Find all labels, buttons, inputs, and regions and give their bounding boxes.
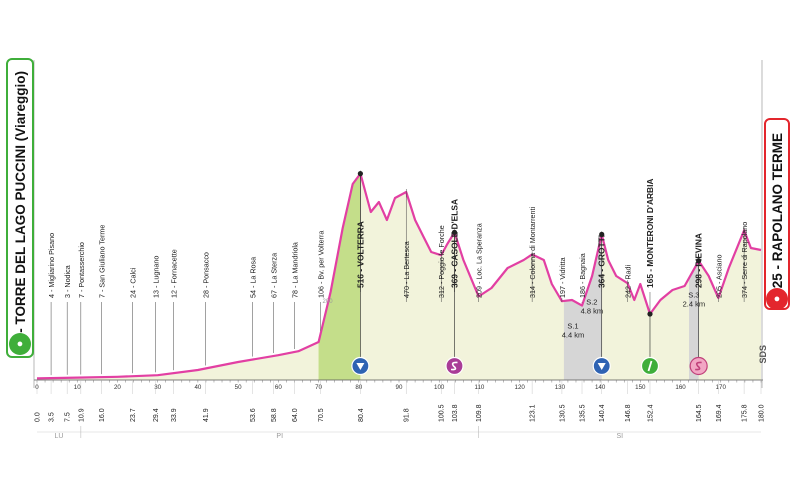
km-label: 180.0 [759,404,766,422]
profile-line [36,172,762,380]
km-label: 135.5 [580,404,587,422]
gravel-sector-label: S.3 [688,290,699,299]
waypoint-label: 4 - Migliarino Pisano [47,233,56,298]
km-label: 91.8 [404,408,411,422]
finish-bike-icon: ● [766,288,788,310]
x-tick-label: 120 [515,384,526,391]
climb-zone [318,173,361,380]
km-label: 109.8 [476,404,483,422]
waypoint-label: 470 - La Bertesca [402,241,411,298]
x-tick-label: 150 [635,384,646,391]
sprint-s-icon [450,361,458,371]
waypoint-label: 28 - Ponsacco [202,252,211,298]
x-tick-label: 40 [194,384,201,391]
gravel-sector-length: 4.8 km [581,307,604,316]
x-tick-label: 140 [595,384,606,391]
bike-glyph: ● [16,337,24,350]
km-label: 7.5 [65,412,72,422]
finish-town-label: 325 - RAPOLANO TERME [769,132,785,296]
x-tick-label: 70 [315,384,322,391]
km-label: 146.8 [625,404,632,422]
waypoint-label: 197 - Vidritta [558,257,567,298]
km-label: 41.9 [203,408,210,422]
x-tick-label: 90 [396,384,403,391]
waypoint-label: 13 - Lugnano [151,256,160,298]
km-label: 16.0 [99,408,106,422]
x-tick-label: 0 [35,384,39,391]
km-label: 3.5 [49,412,56,422]
waypoint-label: 205 - Asciano [714,254,723,298]
x-tick-label: 110 [475,384,485,391]
start-town-box: 4 - TORRE DEL LAGO PUCCINI (Viareggio) [6,58,34,358]
gpm-triangle-icon [597,363,606,370]
km-label: 164.5 [696,404,703,422]
gravel-sector-label: S.2 [586,298,597,307]
feed-icon [647,360,653,372]
sds-mark: SDS [758,345,768,364]
km-label: 10.9 [78,408,85,422]
x-tick-label: 170 [716,384,727,391]
x-tick-label: 20 [114,384,121,391]
waypoint-label: 242 - Radi [623,264,632,298]
x-tick-label: 80 [355,384,362,391]
x-tick-label: 50 [235,384,242,391]
km-label: 152.4 [647,404,654,422]
waypoint-label: 312 - Poggio le Forche [437,225,446,298]
gpm-triangle-icon [356,363,365,370]
km-label: 100.5 [439,404,446,422]
finish-town-box: 325 - RAPOLANO TERME [764,118,790,310]
waypoint-label: 7 - San Giuliano Terme [97,225,106,298]
y-tick-label: 200 [323,299,334,305]
x-tick-label: 130 [555,384,566,391]
km-label: 175.8 [742,404,749,422]
waypoint-label: 106 - Bv. per Volterra [317,231,326,298]
km-label: 140.4 [599,404,606,422]
km-label: 58.8 [271,408,278,422]
region-label: PI [276,433,283,440]
region-label: LU [54,433,63,440]
gravel-sector [689,260,699,380]
gravel-sector [563,300,583,380]
km-label: 0.0 [35,412,42,422]
km-label: 70.5 [318,408,325,422]
x-tick-label: 10 [74,384,81,391]
km-label: 23.7 [130,408,137,422]
km-label: 80.4 [358,408,365,422]
start-bike-icon: ● [9,333,31,355]
waypoint-label: 209 - Loc. La Speranza [475,223,484,298]
km-label: 169.4 [716,404,723,422]
x-tick-label: 160 [675,384,686,391]
waypoint-label: 24 - Calci [128,267,137,298]
waypoint-label: 3 - Nodica [63,265,72,298]
waypoint-label: 7 - Pontasserchio [77,242,86,298]
waypoint-label: 78 - La Mandriola [290,242,299,298]
km-label: 130.5 [559,404,566,422]
bike-glyph: ● [773,292,781,305]
km-label: 103.8 [452,404,459,422]
waypoint-label: 186 - Bagnaia [578,253,587,298]
km-label: 123.1 [530,404,537,422]
sprint-s-icon [695,361,702,371]
gravel-sector-label: S.1 [567,322,578,331]
waypoint-label: 67 - La Sterza [270,253,279,298]
waypoint-label: 314 - Colonna di Montarrenti [528,207,537,298]
gravel-sector [582,234,602,380]
waypoint-label: 374 - Serre di Rapolano [740,222,749,298]
km-label: 29.4 [153,408,160,422]
x-tick-label: 60 [275,384,282,391]
waypoint-label: 12 - Fornacette [169,249,178,298]
waypoint-label: 54 - La Rosa [249,257,258,298]
gravel-sector-length: 4.4 km [562,331,585,340]
start-town-label: 4 - TORRE DEL LAGO PUCCINI (Viareggio) [12,71,28,345]
waypoint-label: 165 - MONTERONI D'ARBIA [645,179,655,288]
x-tick-label: 30 [154,384,161,391]
km-label: 64.0 [292,408,299,422]
gravel-sector-length: 2.4 km [683,299,706,308]
x-tick-label: 100 [434,384,445,391]
km-label: 33.9 [171,408,178,422]
km-label: 53.6 [250,408,257,422]
region-label: SI [617,433,624,440]
